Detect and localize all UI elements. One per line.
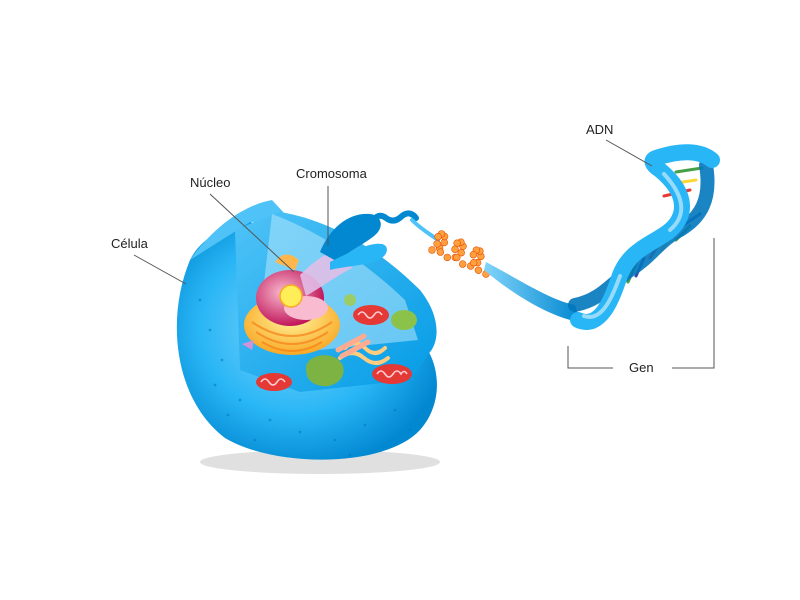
nucleosome-bead — [428, 246, 436, 254]
chromosome-coil — [369, 210, 419, 225]
chromosome-arm — [330, 243, 387, 270]
gene-bracket-right — [672, 238, 715, 369]
mitochondrion — [256, 373, 292, 391]
label-dna: ADN — [586, 122, 614, 138]
nucleosome-bead — [433, 240, 441, 248]
leader-lines — [133, 139, 715, 369]
dna-ribbon-tail — [484, 262, 580, 322]
leader-cell — [133, 254, 187, 285]
chromosome-arm — [320, 213, 381, 262]
chromatin-fiber — [410, 218, 440, 242]
dna-strand-highlight — [582, 172, 684, 319]
label-cell: Célula — [111, 236, 148, 252]
nucleosome-bead — [459, 260, 467, 268]
cell-illustration — [176, 200, 440, 474]
nucleosome-bead — [470, 259, 478, 267]
nucleosome-bead — [451, 245, 459, 253]
nucleosome-bead — [434, 233, 442, 241]
nucleosome-bead — [453, 253, 461, 262]
dna-strand-back — [568, 158, 715, 312]
golgi-apparatus — [335, 333, 371, 359]
base-pair — [674, 166, 704, 174]
cell-surface-dots — [198, 298, 412, 457]
nucleosome-bead — [469, 251, 478, 259]
dna-double-helix — [484, 144, 720, 330]
chromosome-illustration — [300, 210, 440, 296]
vesicle — [391, 310, 417, 330]
label-nucleus: Núcleo — [190, 175, 231, 191]
nucleosome-bead — [436, 248, 445, 256]
nuclear-pore-flap — [275, 254, 299, 270]
chromatin-beads — [428, 230, 490, 278]
label-chromosome: Cromosoma — [296, 166, 367, 182]
leader-nucleus — [209, 193, 295, 273]
label-gene: Gen — [626, 360, 657, 376]
gene-bracket-left — [567, 346, 613, 369]
nucleosome-bead — [474, 266, 483, 274]
vesicle — [344, 294, 356, 306]
cell-shadow — [200, 450, 440, 474]
vacuole — [306, 355, 344, 387]
nucleolus — [279, 284, 303, 308]
nucleosome-bead — [443, 253, 451, 262]
mitochondrion — [372, 364, 412, 384]
nucleus-stripes — [251, 321, 333, 352]
leader-dna — [605, 139, 653, 167]
organelle-pink — [242, 340, 254, 350]
mitochondrion — [353, 305, 389, 325]
